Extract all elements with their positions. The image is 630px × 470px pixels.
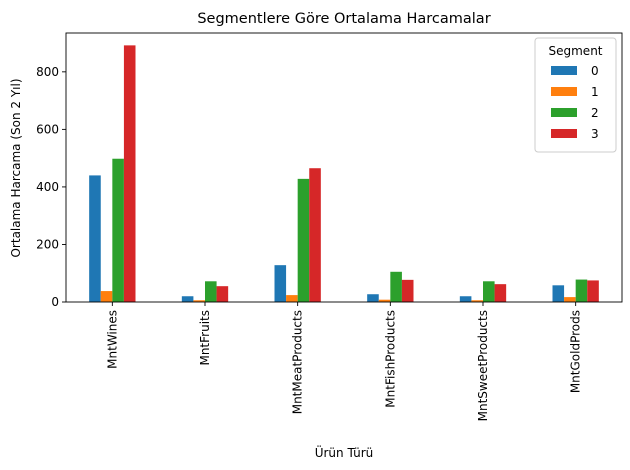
bar-MntWines-segment-1 [100, 291, 113, 302]
plot-frame [65, 32, 623, 303]
x-tick-label-MntWines: MntWines [105, 310, 119, 369]
bar-MntGoldProds-segment-1 [564, 297, 576, 302]
y-tick-label: 400 [36, 180, 59, 194]
bar-MntMeatProducts-segment-0 [274, 265, 287, 302]
legend-swatch-segment-3 [551, 129, 577, 138]
bar-MntGoldProds-segment-2 [575, 279, 588, 302]
bar-MntFishProducts-segment-2 [390, 271, 402, 302]
bar-MntGoldProds-segment-3 [587, 280, 599, 302]
bar-MntSweetProducts-segment-0 [459, 296, 472, 302]
x-tick-label-MntMeatProducts: MntMeatProducts [291, 310, 305, 414]
legend-label-segment-1: 1 [591, 85, 599, 99]
bar-MntSweetProducts-segment-2 [483, 281, 495, 302]
x-tick-label-MntFruits: MntFruits [198, 310, 212, 366]
x-axis-title: Ürün Türü [315, 444, 374, 460]
legend: Segment 0 1 2 3 [534, 37, 617, 153]
legend-label-segment-3: 3 [591, 127, 599, 141]
y-tick-label: 800 [36, 65, 59, 79]
bar-MntMeatProducts-segment-2 [297, 178, 310, 302]
legend-title: Segment [549, 44, 603, 58]
bar-MntWines-segment-2 [112, 158, 124, 302]
bar-MntFruits-segment-0 [181, 296, 194, 302]
y-tick-label: 0 [51, 295, 59, 309]
bar-MntFruits-segment-3 [216, 286, 229, 302]
x-tick-label-MntSweetProducts: MntSweetProducts [476, 310, 490, 421]
legend-swatch-segment-1 [551, 87, 577, 96]
chart-title: Segmentlere Göre Ortalama Harcamalar [197, 11, 490, 27]
bar-MntFruits-segment-1 [193, 300, 205, 302]
bar-MntSweetProducts-segment-3 [494, 284, 507, 302]
y-axis-title: Ortalama Harcama (Son 2 Yıl) [9, 78, 23, 257]
x-tick-label-MntFishProducts: MntFishProducts [383, 310, 397, 408]
x-tick-label-MntGoldProds: MntGoldProds [569, 310, 583, 393]
legend-swatch-segment-2 [551, 108, 577, 117]
legend-swatch-segment-0 [551, 66, 577, 75]
legend-label-segment-0: 0 [591, 64, 599, 78]
legend-label-segment-2: 2 [591, 106, 599, 120]
bar-MntGoldProds-segment-0 [552, 285, 565, 302]
bar-MntMeatProducts-segment-1 [286, 295, 298, 302]
bar-MntFishProducts-segment-3 [401, 279, 414, 302]
y-tick-label: 200 [36, 237, 59, 251]
y-tick-label: 600 [36, 122, 59, 136]
bar-MntFruits-segment-2 [205, 281, 217, 302]
bar-MntFishProducts-segment-1 [378, 299, 391, 302]
bar-MntWines-segment-0 [89, 175, 101, 302]
bar-MntWines-segment-3 [123, 45, 136, 303]
plot-area: 0 200 400 600 800 MntWines MntFruits MntMeatPro… [36, 32, 623, 421]
bar-MntSweetProducts-segment-1 [471, 300, 483, 302]
bar-MntFishProducts-segment-0 [367, 294, 379, 302]
bar-MntMeatProducts-segment-3 [309, 168, 321, 302]
